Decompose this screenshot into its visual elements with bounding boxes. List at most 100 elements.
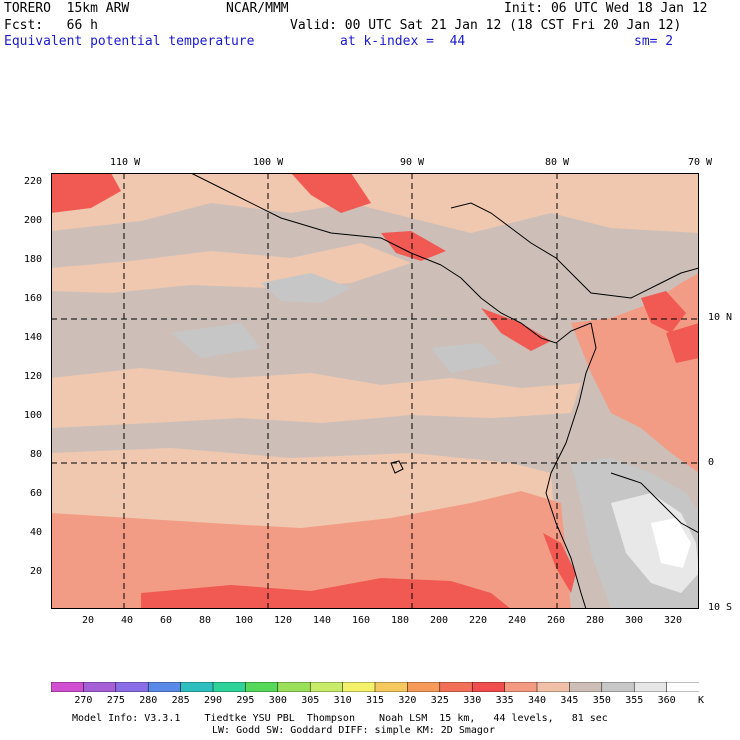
colorbar-level-label: 285 [171,695,190,706]
lon-label-80w: 80 W [545,157,570,168]
model-name: TORERO 15km ARW [4,1,130,16]
field-360k-core [651,518,691,568]
colorbar-level-label: 330 [463,695,482,706]
x-label-60: 60 [160,615,173,626]
colorbar-level-label: 310 [333,695,352,706]
x-label-320: 320 [664,615,683,626]
x-label-40: 40 [121,615,134,626]
colorbar-swatch [666,682,699,692]
colorbar-swatch [374,682,408,692]
field-330k-nw-corner [51,173,121,213]
lon-label-90w: 90 W [400,157,425,168]
field-330k-southern-band [141,578,511,609]
y-label-60: 60 [30,488,43,499]
field-340k-band-north [51,173,699,233]
y-label-40: 40 [30,527,43,538]
colorbar-level-label: 340 [528,695,547,706]
field-350k-patch-1 [261,273,351,303]
x-label-200: 200 [430,615,449,626]
caribbean-coastline [450,202,699,299]
x-label-20: 20 [82,615,95,626]
init-time: Init: 06 UTC Wed 18 Jan 12 [504,1,708,16]
coastlines [190,173,699,609]
colorbar-swatch [309,682,344,692]
valid-time: Valid: 00 UTC Sat 21 Jan 12 (18 CST Fri … [290,18,682,33]
y-label-100: 100 [24,410,43,421]
colorbar-level-label: 320 [398,695,417,706]
field-350k-patch-2 [171,323,261,358]
south-america-coastline [545,322,597,609]
field-335k-south [51,491,571,609]
y-label-140: 140 [24,332,43,343]
x-label-240: 240 [508,615,527,626]
x-label-280: 280 [586,615,605,626]
x-label-160: 160 [352,615,371,626]
lat-label-0: 0 [708,457,715,468]
field-330k-peru-coast [543,533,576,593]
colorbar-level-label: 355 [625,695,644,706]
colorbar-swatch [245,682,279,692]
colorbar-swatch [569,682,603,692]
y-label-120: 120 [24,371,43,382]
colorbar-swatch [83,682,117,692]
lon-label-110w: 110 W [110,157,141,168]
field-330k-guatemala [381,231,446,261]
lat-label-10s: 10 S [708,602,733,613]
forecast-hour: Fcst: 66 h [4,18,98,33]
model-center: NCAR/MMM [226,1,289,16]
field-330k-colombia [641,291,686,333]
colorbar-unit: K [698,695,705,706]
colorbar-swatch [212,682,246,692]
colorbar-swatch [180,682,214,692]
y-label-80: 80 [30,449,43,460]
colorbar-level-label: 360 [657,695,676,706]
colorbar-level-label: 280 [139,695,158,706]
x-label-80: 80 [199,615,212,626]
field-350k-patch-3 [431,343,501,373]
galapagos [390,460,404,474]
lat-label-10n: 10 N [708,312,733,323]
x-label-120: 120 [274,615,293,626]
colorbar-swatch [147,682,182,692]
y-label-220: 220 [24,176,43,187]
colorbar-swatch [504,682,538,692]
field-name: Equivalent potential temperature [4,34,255,49]
x-label-100: 100 [235,615,254,626]
field-340k-band-mid2 [51,368,581,428]
model-info-line2: LW: Godd SW: Goddard DIFF: simple KM: 2D… [212,725,495,736]
colorbar-level-label: 290 [204,695,223,706]
colorbar-level-label: 335 [495,695,514,706]
field-330k-central-america [291,173,371,213]
colorbar-swatch [51,682,84,692]
x-label-180: 180 [391,615,410,626]
colorbar-swatch [439,682,473,692]
y-label-20: 20 [30,566,43,577]
latlon-grid [51,173,699,609]
colorbar-swatch [115,682,149,692]
mexico-coastline [190,173,442,266]
colorbar-swatch [407,682,441,692]
colorbar-level-label: 270 [74,695,93,706]
colorbar-level-label: 315 [366,695,385,706]
colorbar-swatch [471,682,506,692]
map-frame [51,173,699,609]
field-330k-costa-rica [481,308,551,351]
colorbar-swatch [277,682,311,692]
x-label-220: 220 [469,615,488,626]
field-330k-venezuela [666,323,699,363]
y-label-200: 200 [24,215,43,226]
theta-e-map [51,173,699,609]
colorbar-level-label: 300 [268,695,287,706]
x-label-140: 140 [313,615,332,626]
colorbar-swatch [601,682,635,692]
y-label-180: 180 [24,254,43,265]
smoothing-label: sm= 2 [634,34,674,49]
andes-border [610,472,699,534]
x-label-260: 260 [547,615,566,626]
colorbar-swatch [342,682,376,692]
colorbar-level-label: 305 [301,695,320,706]
y-label-160: 160 [24,293,43,304]
field-355k-altiplano [611,493,699,593]
x-label-300: 300 [625,615,644,626]
colorbar [51,682,699,692]
